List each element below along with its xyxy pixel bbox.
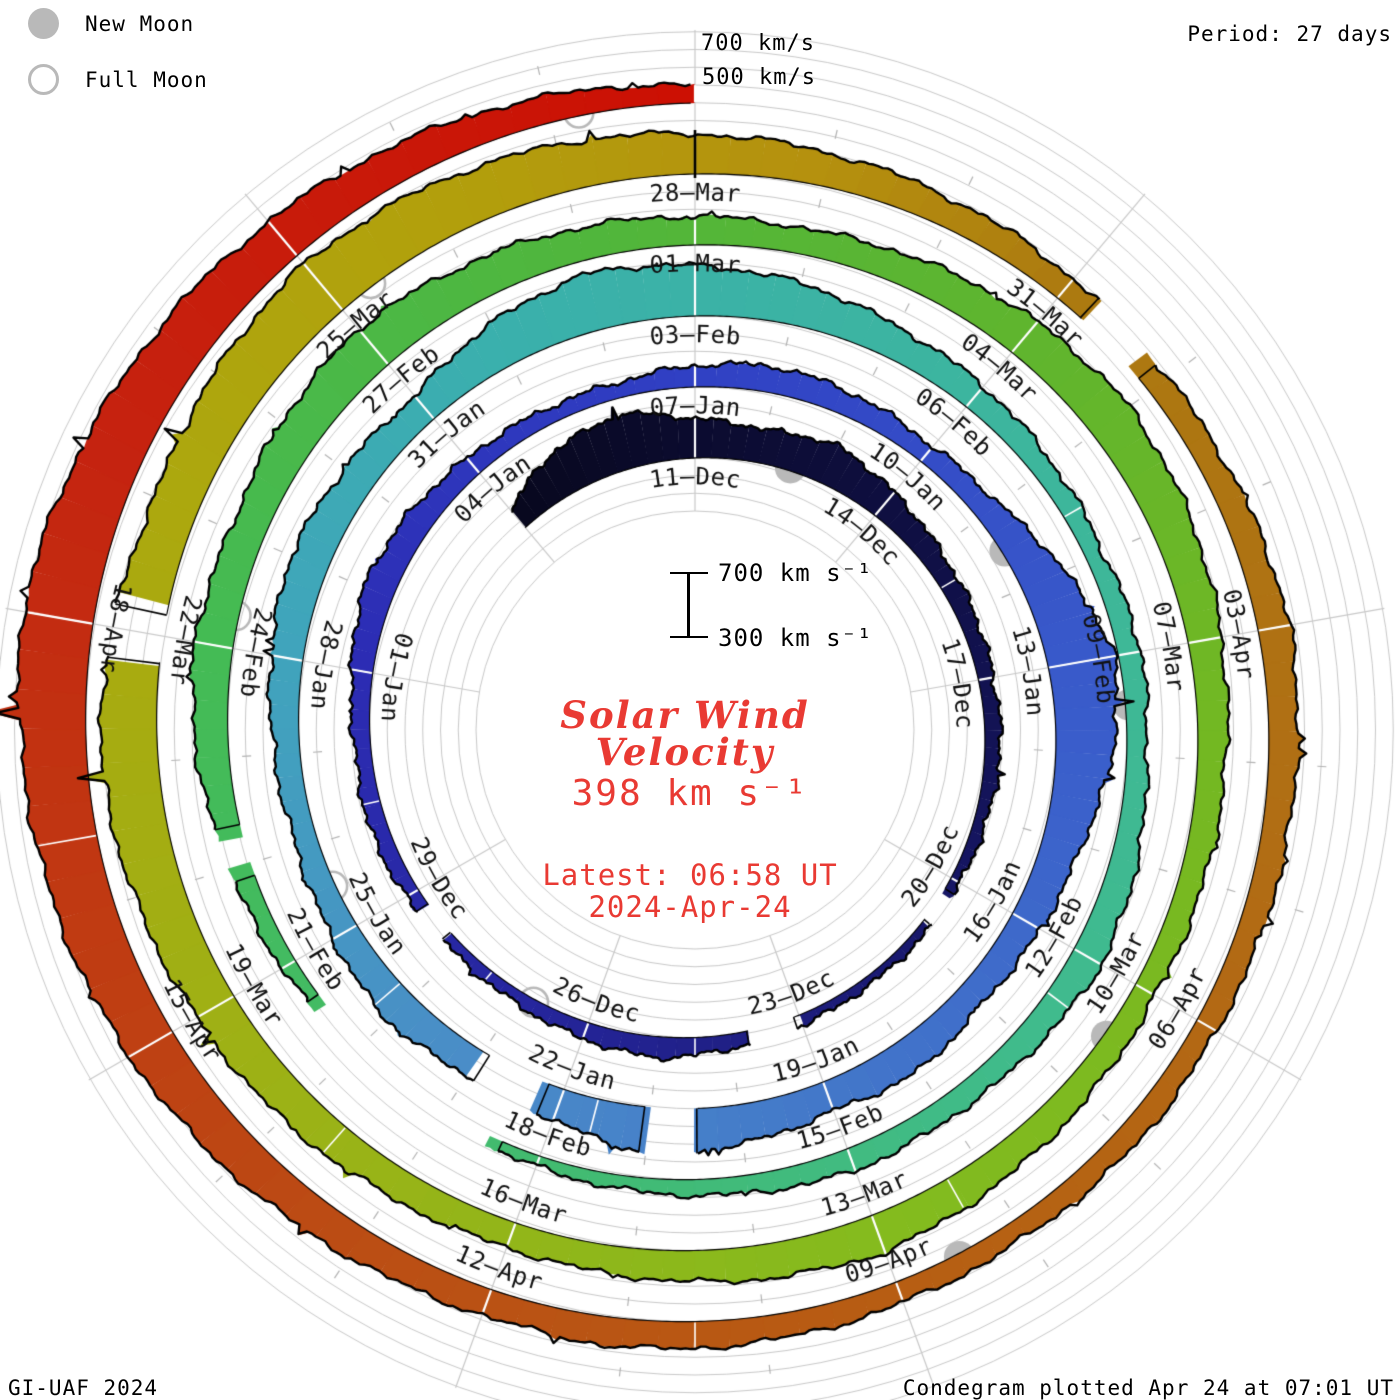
- credit-label: GI-UAF 2024: [8, 1376, 159, 1400]
- new-moon-label: New Moon: [85, 11, 195, 36]
- axis-label-700: 700 km/s: [701, 31, 815, 56]
- scale-bottom-label: 300 km s⁻¹: [718, 624, 873, 652]
- scale-top-label: 700 km s⁻¹: [718, 559, 873, 587]
- axis-label-500: 500 km/s: [702, 65, 816, 90]
- latest-timestamp: Latest: 06:58 UT 2024-Apr-24: [515, 858, 865, 924]
- plotted-timestamp: Condegram plotted Apr 24 at 07:01 UT: [902, 1376, 1394, 1400]
- latest-time-line: Latest: 06:58 UT: [542, 858, 838, 892]
- velocity-scale-bar: [670, 572, 708, 638]
- current-velocity-value: 398 km s⁻¹: [571, 773, 809, 814]
- legend-new-moon: New Moon: [28, 8, 194, 39]
- period-label: Period: 27 days: [1187, 22, 1392, 46]
- chart-title-line2: Velocity: [595, 730, 775, 774]
- full-moon-icon: [28, 64, 59, 95]
- full-moon-label: Full Moon: [85, 67, 208, 92]
- latest-date-line: 2024-Apr-24: [588, 889, 792, 924]
- chart-title-line1: Solar Wind: [560, 693, 810, 737]
- new-moon-icon: [28, 8, 59, 39]
- chart-title: Solar Wind Velocity: [535, 697, 835, 771]
- legend-full-moon: Full Moon: [28, 64, 208, 95]
